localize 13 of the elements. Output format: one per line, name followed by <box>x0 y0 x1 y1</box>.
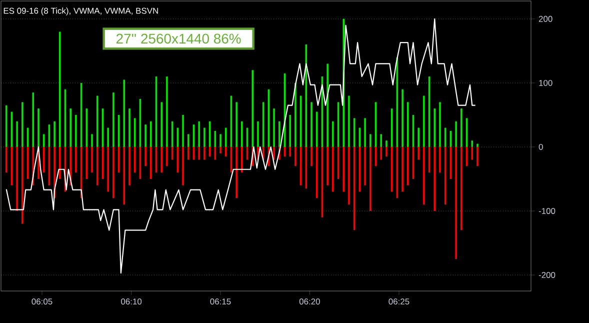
text: ES 09-16 (8 Tick), VWMA, VWMA, BSVN <box>4 8 158 16</box>
x-tick-label: 06:10 <box>121 298 142 305</box>
y-tick-label: -100 <box>538 208 556 214</box>
y-tick-label: 0 <box>538 144 543 150</box>
annotation: 27'' 2560x1440 86% <box>116 34 241 44</box>
y-tick-label: 100 <box>539 80 552 86</box>
x-tick-label: 06:20 <box>299 298 320 305</box>
x-tick-label: 06:15 <box>210 298 231 305</box>
y-tick-label: 200 <box>538 16 552 22</box>
x-tick-label: 06:05 <box>32 298 52 305</box>
line-series <box>6 18 476 274</box>
x-tick-label: 06:25 <box>388 298 410 305</box>
y-tick-label: -200 <box>538 272 556 278</box>
